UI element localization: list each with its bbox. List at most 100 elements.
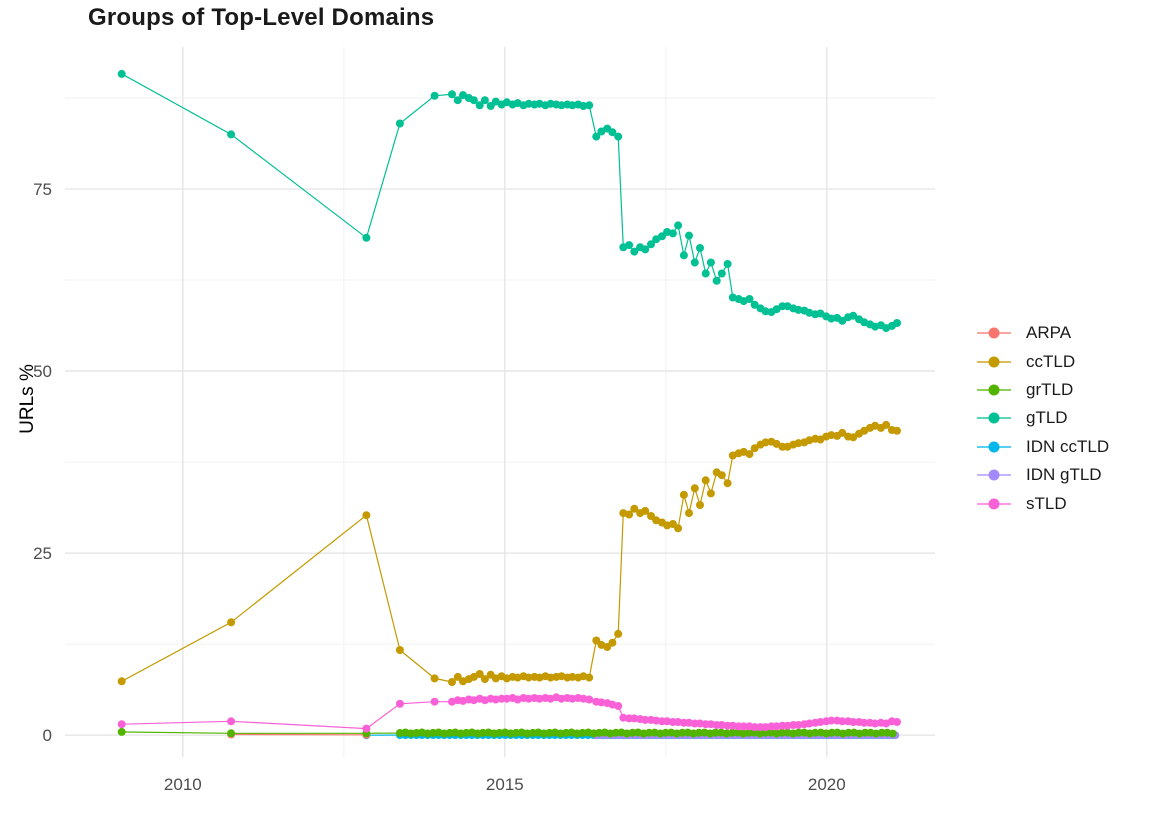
x-tick-label: 2015 bbox=[486, 775, 524, 794]
series-point-gtld bbox=[641, 245, 650, 254]
series-point-gtld bbox=[849, 311, 858, 320]
chart-title: Groups of Top-Level Domains bbox=[88, 4, 435, 31]
series-point-stld bbox=[772, 722, 781, 731]
series-point-cctld bbox=[475, 670, 484, 678]
series-point-stld bbox=[685, 718, 693, 727]
series-point-stld bbox=[395, 699, 404, 708]
series-point-gtld bbox=[430, 91, 439, 100]
y-tick-label: 50 bbox=[33, 362, 52, 381]
series-point-gtld bbox=[630, 247, 639, 256]
series-point-gtld bbox=[453, 96, 462, 105]
x-tick-label: 2010 bbox=[164, 775, 202, 794]
series-point-stld bbox=[362, 724, 371, 733]
series-point-stld bbox=[630, 714, 639, 723]
legend-label-idn-cctld: IDN ccTLD bbox=[1026, 436, 1110, 456]
series-point-cctld bbox=[480, 675, 489, 684]
series-point-stld bbox=[227, 717, 236, 726]
series-point-grtld bbox=[694, 728, 703, 737]
series-point-cctld bbox=[794, 439, 803, 448]
series-point-gtld bbox=[579, 102, 588, 110]
series-point-cctld bbox=[630, 504, 639, 513]
series-point-gtld bbox=[448, 90, 456, 99]
legend-item-gtld: gTLD bbox=[976, 404, 1109, 432]
series-point-cctld bbox=[227, 618, 236, 627]
series-point-stld bbox=[502, 694, 511, 703]
legend-item-arpa: ARPA bbox=[976, 319, 1109, 347]
series-point-stld bbox=[849, 718, 858, 726]
series-point-cctld bbox=[882, 420, 891, 429]
legend-key-stld bbox=[977, 498, 1011, 510]
legend-item-stld: sTLD bbox=[976, 489, 1109, 517]
series-point-gtld bbox=[469, 96, 478, 105]
legend-item-cctld: ccTLD bbox=[976, 347, 1109, 375]
series-point-stld bbox=[117, 720, 126, 729]
series-point-gtld bbox=[690, 258, 699, 267]
series-point-gtld bbox=[480, 96, 489, 105]
series-point-cctld bbox=[608, 638, 617, 647]
series-point-cctld bbox=[448, 678, 456, 686]
series-point-gtld bbox=[794, 305, 803, 314]
legend-item-grtld: grTLD bbox=[976, 376, 1109, 404]
series-point-gtld bbox=[696, 244, 704, 252]
series-line-gtld bbox=[121, 73, 898, 329]
legend-label-cctld: ccTLD bbox=[1026, 351, 1076, 371]
series-point-stld bbox=[641, 715, 650, 724]
legend-label-idn-gtld: IDN gTLD bbox=[1026, 465, 1102, 485]
series-point-gtld bbox=[750, 300, 759, 309]
series-point-cctld bbox=[568, 672, 577, 681]
legend-key-cctld bbox=[977, 356, 1011, 368]
series-point-stld bbox=[827, 716, 836, 725]
series-point-gtld bbox=[827, 314, 836, 323]
legend-key-idn-gtld bbox=[977, 469, 1011, 481]
series-point-gtld bbox=[475, 101, 484, 110]
series-point-cctld bbox=[641, 506, 650, 515]
series-point-gtld bbox=[717, 269, 726, 278]
series-point-gtld bbox=[712, 276, 721, 285]
series-point-cctld bbox=[625, 510, 634, 519]
series-point-grtld bbox=[827, 728, 836, 737]
series-point-stld bbox=[805, 719, 814, 728]
series-point-grtld bbox=[811, 728, 820, 737]
series-point-stld bbox=[838, 717, 847, 726]
legend-key-idn-cctld bbox=[977, 441, 1011, 453]
series-point-cctld bbox=[362, 511, 371, 520]
legend-item-idn-gtld: IDN gTLD bbox=[976, 461, 1109, 489]
series-point-gtld bbox=[608, 128, 617, 137]
series-point-gtld bbox=[838, 316, 847, 325]
series-point-stld bbox=[619, 713, 628, 722]
series-point-stld bbox=[663, 717, 672, 726]
series-point-cctld bbox=[585, 673, 594, 682]
legend-key-arpa bbox=[977, 327, 1011, 339]
series-point-cctld bbox=[750, 444, 759, 453]
series-point-gtld bbox=[701, 269, 710, 278]
series-point-cctld bbox=[430, 674, 439, 683]
legend-item-idn-cctld: IDN ccTLD bbox=[976, 433, 1109, 461]
series-point-stld bbox=[783, 721, 792, 730]
series-point-cctld bbox=[838, 428, 847, 437]
series-point-gtld bbox=[674, 221, 683, 230]
series-point-stld bbox=[652, 716, 661, 725]
series-point-stld bbox=[614, 702, 623, 710]
series-point-stld bbox=[871, 719, 880, 728]
series-point-stld bbox=[860, 718, 869, 727]
series-point-gtld bbox=[679, 251, 688, 260]
series-point-cctld bbox=[745, 450, 754, 459]
series-point-cctld bbox=[614, 629, 623, 638]
series-point-cctld bbox=[706, 489, 715, 498]
series-point-gtld bbox=[362, 233, 371, 242]
series-point-stld bbox=[893, 718, 901, 726]
series-point-gtld bbox=[592, 132, 601, 141]
series-point-stld bbox=[585, 695, 594, 704]
series-point-gtld bbox=[668, 229, 677, 238]
series-point-grtld bbox=[861, 728, 870, 737]
series-point-gtld bbox=[745, 295, 754, 303]
y-tick-label: 25 bbox=[33, 544, 52, 563]
legend-label-stld: sTLD bbox=[1026, 493, 1067, 513]
legend-key-gtld bbox=[977, 412, 1011, 424]
series-point-gtld bbox=[647, 240, 655, 249]
legend-label-gtld: gTLD bbox=[1026, 408, 1068, 428]
series-point-stld bbox=[761, 723, 770, 732]
series-point-cctld bbox=[524, 673, 533, 682]
